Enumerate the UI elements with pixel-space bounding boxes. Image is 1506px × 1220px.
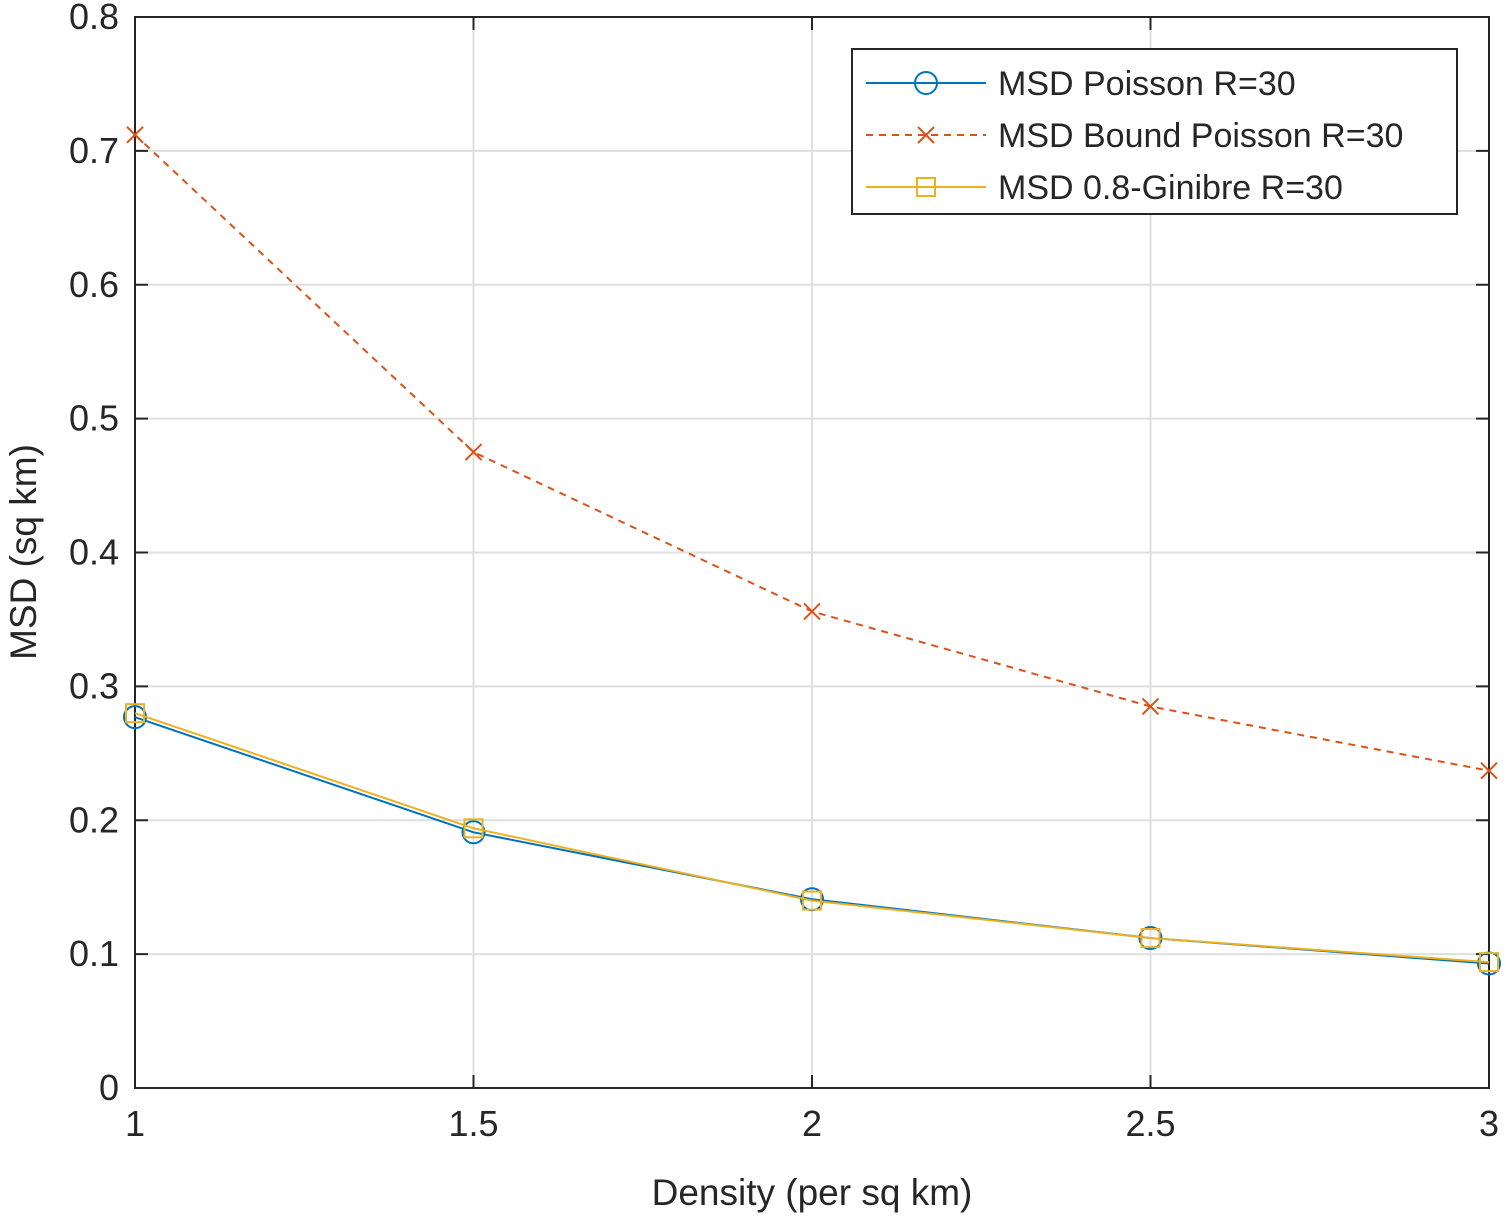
y-tick-label: 0.5	[69, 398, 119, 439]
y-tick-label: 0.1	[69, 933, 119, 974]
y-tick-label: 0.7	[69, 130, 119, 171]
legend-marker	[914, 71, 938, 95]
x-tick-label: 3	[1479, 1103, 1499, 1144]
y-tick-label: 0.2	[69, 799, 119, 840]
data-point	[126, 126, 144, 144]
data-point	[1480, 762, 1498, 780]
legend-item: MSD 0.8-Ginibre R=30	[866, 169, 1343, 207]
data-point	[125, 703, 145, 724]
data-point	[1479, 952, 1499, 973]
plot-box	[134, 16, 1490, 1089]
series-line	[134, 712, 1490, 964]
y-tick-label: 0.6	[69, 264, 119, 305]
legend: MSD Poisson R=30 MSD Bound Poisson R=30 MS…	[851, 48, 1458, 215]
y-tick-label: 0.4	[69, 532, 119, 573]
legend-label: MSD Bound Poisson R=30	[998, 117, 1403, 155]
data-point	[461, 820, 486, 845]
data-point	[1141, 697, 1160, 716]
data-point	[464, 443, 483, 461]
x-tick-label: 2	[802, 1103, 822, 1144]
tick-labels: 1 1.5 2 2.5 3 0 0.1 0.2 0.3 0.4 0.5 0.6 0.7 0.8	[69, 0, 1499, 1144]
x-tick-label: 1.5	[448, 1103, 498, 1144]
x-tick-label: 1	[125, 1103, 145, 1144]
legend-item: MSD Bound Poisson R=30	[866, 117, 1403, 155]
axes	[134, 16, 1490, 1089]
x-tick-label: 2.5	[1125, 1103, 1175, 1144]
y-tick-label: 0.3	[69, 665, 119, 706]
y-tick-label: 0	[99, 1067, 119, 1108]
series-1	[126, 126, 1498, 780]
x-axis-label: Density (per sq km)	[652, 1172, 973, 1213]
series-2	[125, 703, 1499, 973]
data-point	[803, 602, 821, 621]
legend-label: MSD Poisson R=30	[998, 65, 1296, 103]
legend-item: MSD Poisson R=30	[866, 65, 1296, 103]
data-point	[1140, 928, 1161, 949]
series-layer	[123, 126, 1501, 976]
legend-label: MSD 0.8-Ginibre R=30	[998, 169, 1343, 207]
y-tick-label: 0.8	[69, 0, 119, 37]
legend-marker	[916, 177, 936, 197]
y-axis-label: MSD (sq km)	[3, 444, 44, 660]
legend-marker	[917, 126, 935, 144]
data-point	[802, 890, 822, 911]
data-point	[463, 818, 484, 839]
